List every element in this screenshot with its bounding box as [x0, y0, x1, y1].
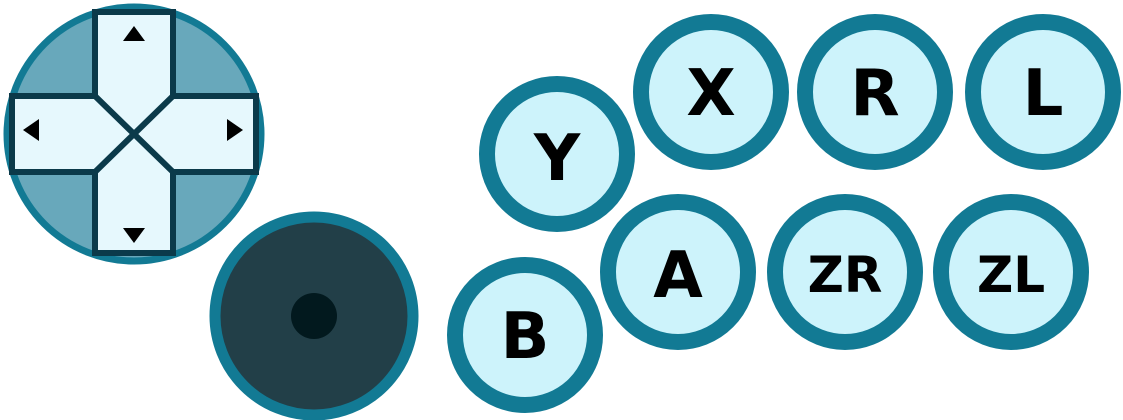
triangle-left-icon — [23, 119, 39, 141]
triangle-right-icon — [227, 119, 243, 141]
button-a[interactable]: A — [600, 194, 756, 350]
button-r-label: R — [850, 57, 899, 131]
button-y-label: Y — [533, 122, 581, 196]
analog-stick[interactable] — [209, 211, 419, 420]
triangle-up-icon — [123, 26, 145, 41]
button-zl-label: ZL — [977, 246, 1045, 304]
button-l[interactable]: L — [965, 14, 1121, 170]
button-b[interactable]: B — [447, 257, 603, 413]
button-b-label: B — [501, 300, 550, 374]
dpad-right[interactable] — [176, 99, 253, 169]
stick-nub — [291, 293, 337, 339]
button-x[interactable]: X — [633, 14, 789, 170]
button-y[interactable]: Y — [479, 76, 635, 232]
button-zr-label: ZR — [808, 246, 883, 304]
button-x-label: X — [686, 57, 735, 131]
dpad-divider — [92, 93, 176, 175]
button-a-label: A — [653, 239, 703, 313]
triangle-down-icon — [123, 228, 145, 243]
dpad — [3, 3, 265, 265]
button-zr[interactable]: ZR — [767, 194, 923, 350]
button-zl[interactable]: ZL — [933, 194, 1089, 350]
button-l-label: L — [1023, 57, 1064, 131]
dpad-left[interactable] — [15, 99, 92, 169]
button-r[interactable]: R — [797, 14, 953, 170]
